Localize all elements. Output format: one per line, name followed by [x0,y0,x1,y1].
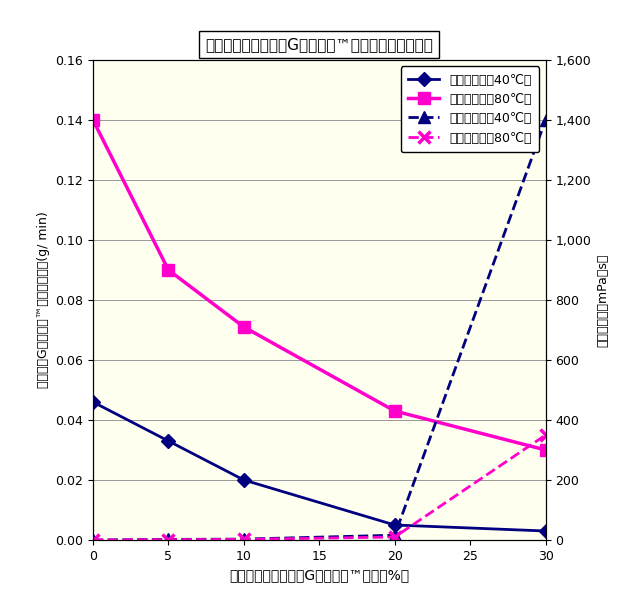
Line: 水溶液粘度（80℃）: 水溶液粘度（80℃） [87,429,552,546]
水溶液粘度（80℃） [89,536,97,544]
水溶解速度（40℃） [89,398,97,406]
X-axis label: 水溶解槽のニチゴーGポリマー™濃度（%）: 水溶解槽のニチゴーGポリマー™濃度（%） [229,568,409,582]
水溶液粘度（80℃） [240,536,247,543]
水溶解速度（80℃） [542,446,549,454]
水溶液粘度（40℃） [391,532,399,539]
水溶解速度（40℃） [240,476,247,484]
水溶解速度（80℃） [165,266,172,274]
水溶液粘度（80℃） [165,536,172,544]
Line: 水溶解速度（40℃）: 水溶解速度（40℃） [88,397,551,536]
Title: 水溶解槽のニチゴーGポリマー™濃度と水溶解性速度: 水溶解槽のニチゴーGポリマー™濃度と水溶解性速度 [205,37,433,52]
水溶解速度（80℃） [240,323,247,331]
水溶解速度（40℃） [165,437,172,445]
水溶解速度（40℃） [391,521,399,529]
Legend: 水溶解速度（40℃）, 水溶解速度（80℃）, 水溶液粘度（40℃）, 水溶液粘度（80℃）: 水溶解速度（40℃）, 水溶解速度（80℃）, 水溶液粘度（40℃）, 水溶液粘… [401,66,539,152]
Y-axis label: ニチゴーGポリマー™の水溶解速度(g/ min): ニチゴーGポリマー™の水溶解速度(g/ min) [37,212,50,388]
水溶液粘度（40℃） [240,536,247,543]
水溶液粘度（40℃） [89,536,97,544]
水溶液粘度（80℃） [391,533,399,541]
水溶解速度（80℃） [89,116,97,124]
水溶液粘度（40℃） [165,536,172,543]
Line: 水溶解速度（80℃）: 水溶解速度（80℃） [87,115,551,455]
Y-axis label: 水溶液粘度（mPaスs）: 水溶液粘度（mPaスs） [597,253,609,347]
水溶液粘度（80℃） [542,431,549,439]
水溶液粘度（40℃） [542,116,549,124]
水溶解速度（40℃） [542,527,549,535]
Line: 水溶液粘度（40℃）: 水溶液粘度（40℃） [87,115,551,545]
水溶解速度（80℃） [391,407,399,415]
